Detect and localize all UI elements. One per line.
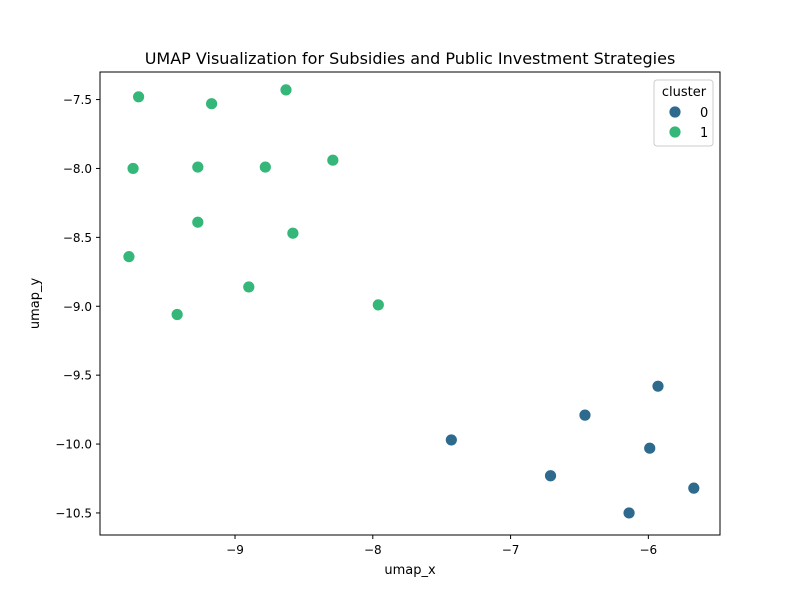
- y-tick-label: −10.5: [55, 506, 92, 520]
- y-tick-label: −8.5: [63, 231, 92, 245]
- data-point-cluster-1-11: [371, 298, 385, 312]
- data-point-cluster-1-10: [242, 280, 256, 294]
- x-tick-label: −9: [226, 543, 244, 557]
- data-point-cluster-1-4: [258, 160, 272, 174]
- x-axis-label: umap_x: [384, 563, 436, 578]
- data-point-cluster-0-1: [578, 408, 592, 422]
- data-point-cluster-0-6: [622, 506, 636, 520]
- legend-marker-cluster-1: [668, 125, 682, 139]
- legend-frame: [653, 79, 714, 147]
- data-point-cluster-1-9: [122, 250, 136, 264]
- plot-area-frame: [99, 71, 721, 536]
- legend-marker-cluster-0: [668, 105, 682, 119]
- data-point-cluster-1-8: [286, 226, 300, 240]
- data-point-cluster-1-3: [326, 153, 340, 167]
- y-tick-label: −8.0: [63, 162, 92, 176]
- data-point-cluster-1-2: [205, 97, 219, 111]
- data-point-cluster-1-12: [170, 308, 184, 321]
- data-point-cluster-0-4: [544, 469, 557, 483]
- data-point-cluster-1-5: [191, 160, 205, 174]
- y-tick-label: −9.0: [63, 300, 92, 314]
- x-tick-label: −8: [364, 543, 382, 557]
- y-tick-label: −9.5: [63, 369, 92, 383]
- data-point-cluster-0-0: [651, 379, 665, 393]
- chart-title: UMAP Visualization for Subsidies and Pub…: [145, 49, 676, 68]
- y-tick-label: −10.0: [55, 438, 92, 452]
- x-tick-label: −7: [502, 543, 520, 557]
- data-point-cluster-0-2: [444, 433, 458, 447]
- points-layer: [122, 83, 701, 520]
- data-point-cluster-1-1: [132, 90, 145, 104]
- y-tick-label: −7.5: [63, 93, 92, 107]
- data-point-cluster-1-7: [191, 215, 205, 229]
- x-axis-ticks: −9 −8 −7 −6: [226, 535, 657, 557]
- legend-label-cluster-1: 1: [700, 126, 708, 141]
- data-point-cluster-0-5: [687, 481, 701, 495]
- data-point-cluster-0-3: [643, 441, 657, 455]
- data-point-cluster-1-0: [279, 83, 293, 97]
- data-point-cluster-1-6: [126, 162, 140, 175]
- legend-title: cluster: [662, 85, 707, 100]
- y-axis-label: umap_y: [28, 278, 43, 330]
- legend-label-cluster-0: 0: [700, 106, 708, 121]
- legend: cluster 0 1: [653, 79, 714, 147]
- x-tick-label: −6: [640, 543, 658, 557]
- y-axis-ticks: −10.5 −10.0 −9.5 −9.0 −8.5 −8.0 −7.5: [55, 93, 100, 520]
